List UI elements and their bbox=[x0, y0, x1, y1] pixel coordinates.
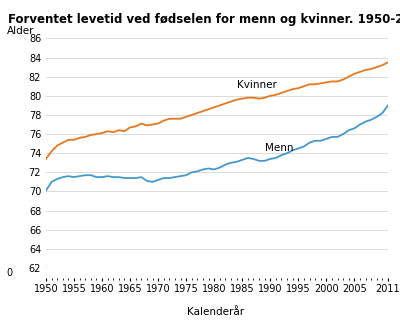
Text: Alder: Alder bbox=[7, 26, 34, 36]
Text: 0: 0 bbox=[7, 268, 13, 278]
Text: Kalenderår: Kalenderår bbox=[188, 307, 244, 317]
Text: Kvinner: Kvinner bbox=[237, 80, 276, 90]
Text: Menn: Menn bbox=[265, 143, 293, 153]
Text: Forventet levetid ved fødselen for menn og kvinner. 1950-2011: Forventet levetid ved fødselen for menn … bbox=[8, 12, 400, 26]
